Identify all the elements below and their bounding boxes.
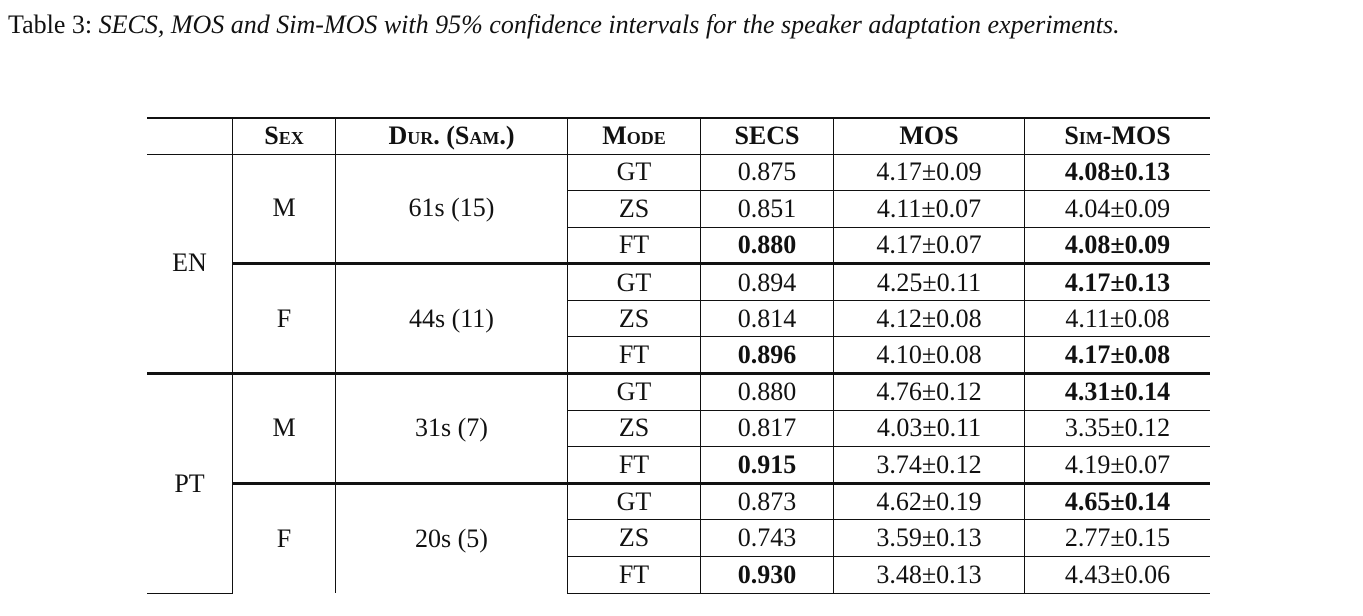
- value-cell: 4.62±0.19: [833, 481, 1025, 520]
- sex-cell: M: [232, 372, 336, 484]
- value-cell: 0.873: [700, 481, 834, 520]
- caption-text: SECS, MOS and Sim-MOS with 95% confidenc…: [98, 10, 1120, 39]
- value-cell: 0.880: [700, 226, 834, 264]
- value-cell: 4.12±0.08: [833, 299, 1025, 337]
- table-row: FT 0.915 3.74±0.12 4.19±0.07: [147, 446, 1210, 484]
- table-header: Sex Dur. (Sam.) Mode SECS MOS Sim-MOS: [147, 117, 1210, 155]
- value-cell: 4.76±0.12: [833, 372, 1025, 411]
- mode-cell: FT: [567, 336, 701, 374]
- header-cell: Dur. (Sam.): [335, 117, 568, 155]
- table-row: FT 0.930 3.48±0.13 4.43±0.06: [147, 556, 1210, 594]
- value-cell: 4.08±0.09: [1024, 226, 1210, 264]
- table-caption: Table 3: SECS, MOS and Sim-MOS with 95% …: [8, 10, 1120, 40]
- sex-cell: F: [232, 262, 336, 374]
- language-cell: PT: [147, 372, 233, 594]
- caption-label: Table 3:: [8, 10, 93, 39]
- value-cell: 0.851: [700, 190, 834, 228]
- header-row: Sex Dur. (Sam.) Mode SECS MOS Sim-MOS: [147, 117, 1210, 155]
- table-row: FT 0.896 4.10±0.08 4.17±0.08: [147, 336, 1210, 374]
- value-cell: 0.894: [700, 262, 834, 301]
- value-cell: 0.896: [700, 336, 834, 374]
- table-row: ZS 0.743 3.59±0.13 2.77±0.15: [147, 519, 1210, 557]
- header-cell: Mode: [567, 117, 701, 155]
- table-row: F 44s (11) GT 0.894 4.25±0.11 4.17±0.13: [147, 262, 1210, 374]
- duration-cell: 31s (7): [335, 372, 568, 484]
- value-cell: 0.915: [700, 446, 834, 484]
- value-cell: 4.11±0.08: [1024, 299, 1210, 337]
- sex-cell: F: [232, 481, 336, 594]
- mode-cell: GT: [567, 153, 701, 191]
- value-cell: 0.875: [700, 153, 834, 191]
- table-row: EN M 61s (15) GT 0.875 4.17±0.09 4.08±0.13: [147, 153, 1210, 375]
- value-cell: 0.814: [700, 299, 834, 337]
- value-cell: 0.817: [700, 409, 834, 447]
- mode-cell: FT: [567, 556, 701, 594]
- value-cell: 0.880: [700, 372, 834, 411]
- table-row: ZS 0.814 4.12±0.08 4.11±0.08: [147, 299, 1210, 337]
- table-row: PT M 31s (7) GT 0.880 4.76±0.12 4.31±0.14: [147, 372, 1210, 594]
- results-table: Sex Dur. (Sam.) Mode SECS MOS Sim-MOS EN…: [147, 117, 1210, 594]
- value-cell: 3.59±0.13: [833, 519, 1025, 557]
- value-cell: 4.17±0.07: [833, 226, 1025, 264]
- value-cell: 3.35±0.12: [1024, 409, 1210, 447]
- table-row: ZS 0.817 4.03±0.11 3.35±0.12: [147, 409, 1210, 447]
- mode-cell: GT: [567, 262, 701, 301]
- mode-cell: FT: [567, 446, 701, 484]
- value-cell: 4.17±0.08: [1024, 336, 1210, 374]
- language-cell: EN: [147, 153, 233, 375]
- value-cell: 3.48±0.13: [833, 556, 1025, 594]
- value-cell: 0.930: [700, 556, 834, 594]
- duration-cell: 20s (5): [335, 481, 568, 594]
- table-row: F 20s (5) GT 0.873 4.62±0.19 4.65±0.14: [147, 481, 1210, 594]
- value-cell: 4.11±0.07: [833, 190, 1025, 228]
- value-cell: 4.25±0.11: [833, 262, 1025, 301]
- mode-cell: FT: [567, 226, 701, 264]
- mode-cell: ZS: [567, 409, 701, 447]
- value-cell: 4.31±0.14: [1024, 372, 1210, 411]
- value-cell: 2.77±0.15: [1024, 519, 1210, 557]
- header-empty: [147, 117, 233, 155]
- header-cell: Sex: [232, 117, 336, 155]
- value-cell: 4.03±0.11: [833, 409, 1025, 447]
- duration-cell: 61s (15): [335, 153, 568, 264]
- header-cell: Sim-MOS: [1024, 117, 1210, 155]
- value-cell: 4.08±0.13: [1024, 153, 1210, 191]
- duration-cell: 44s (11): [335, 262, 568, 374]
- mode-cell: ZS: [567, 190, 701, 228]
- header-cell: SECS: [700, 117, 834, 155]
- value-cell: 0.743: [700, 519, 834, 557]
- value-cell: 4.04±0.09: [1024, 190, 1210, 228]
- value-cell: 4.65±0.14: [1024, 481, 1210, 520]
- header-cell: MOS: [833, 117, 1025, 155]
- value-cell: 4.10±0.08: [833, 336, 1025, 374]
- table-row: FT 0.880 4.17±0.07 4.08±0.09: [147, 226, 1210, 264]
- table-row: ZS 0.851 4.11±0.07 4.04±0.09: [147, 190, 1210, 228]
- mode-cell: GT: [567, 481, 701, 520]
- mode-cell: ZS: [567, 299, 701, 337]
- value-cell: 4.43±0.06: [1024, 556, 1210, 594]
- value-cell: 4.17±0.13: [1024, 262, 1210, 301]
- mode-cell: ZS: [567, 519, 701, 557]
- value-cell: 4.17±0.09: [833, 153, 1025, 191]
- sex-cell: M: [232, 153, 336, 264]
- value-cell: 4.19±0.07: [1024, 446, 1210, 484]
- table-body: EN M 61s (15) GT 0.875 4.17±0.09 4.08±0.13 ZS 0.…: [147, 153, 1210, 594]
- value-cell: 3.74±0.12: [833, 446, 1025, 484]
- mode-cell: GT: [567, 372, 701, 411]
